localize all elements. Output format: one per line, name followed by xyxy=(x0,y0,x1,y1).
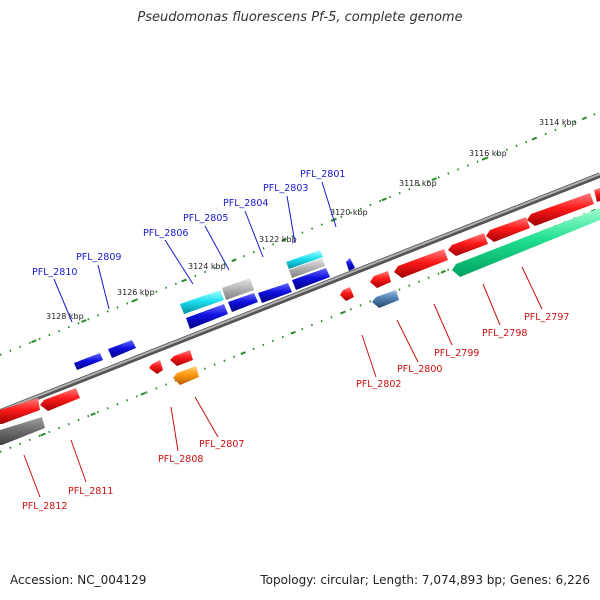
forward-features xyxy=(74,250,355,370)
gene-arrow-2801 xyxy=(346,258,355,271)
gene-arrow-2803 xyxy=(292,268,330,290)
map-title: Pseudomonas fluorescens Pf-5, complete g… xyxy=(137,10,463,25)
gene-arrow-2808 xyxy=(149,360,163,374)
accession-label: Accession: NC_004129 xyxy=(10,573,147,587)
scale-label-3122: 3122 kbp xyxy=(259,235,297,244)
reverse-labels: PFL_2797 PFL_2798 PFL_2799 PFL_2800 PFL_… xyxy=(22,266,569,512)
leader-2804 xyxy=(244,210,264,258)
gene-arrow-2798b xyxy=(486,217,530,242)
gene-label-2810: PFL_2810 xyxy=(32,267,77,278)
leader-2801 xyxy=(321,181,337,228)
topology-label: Topology: circular; Length: 7,074,893 bp… xyxy=(260,573,590,587)
leader-2800 xyxy=(396,319,419,363)
gene-label-2799: PFL_2799 xyxy=(434,348,479,359)
gene-label-2806: PFL_2806 xyxy=(143,228,188,239)
gene-label-2807: PFL_2807 xyxy=(199,439,244,450)
gene-label-2798: PFL_2798 xyxy=(482,328,527,339)
gene-arrow-2798g xyxy=(452,208,600,277)
leader-2803 xyxy=(286,195,296,244)
gene-arrow-2805 xyxy=(228,293,258,312)
gene-arrow-2805b xyxy=(222,278,254,300)
leader-2798 xyxy=(482,283,501,326)
leader-2810 xyxy=(53,278,73,323)
scale-label-3120: 3120 kbp xyxy=(330,208,368,217)
gene-arrow-2797a xyxy=(527,193,594,226)
gene-arrow-2804 xyxy=(258,283,292,303)
leader-2799 xyxy=(433,303,453,346)
leader-2808 xyxy=(170,406,179,452)
scale-label-3126: 3126 kbp xyxy=(117,288,155,297)
leader-2802 xyxy=(361,334,377,378)
forward-labels: PFL_2801 PFL_2803 PFL_2804 PFL_2805 PFL_… xyxy=(32,169,345,323)
leader-2812 xyxy=(23,454,41,498)
leader-2806 xyxy=(164,239,194,285)
gene-arrow-2812b xyxy=(0,417,45,445)
leader-2811 xyxy=(70,439,87,483)
gene-label-2812: PFL_2812 xyxy=(22,501,67,512)
gene-label-2801: PFL_2801 xyxy=(300,169,345,180)
leader-2805 xyxy=(204,225,230,271)
gene-arrow-2807 xyxy=(173,366,199,385)
gene-arrow-2799 xyxy=(394,249,448,278)
reverse-features xyxy=(0,188,600,445)
gene-arrow-2810 xyxy=(74,353,103,370)
gene-arrow-2803g xyxy=(289,258,325,278)
gene-arrow-2812a xyxy=(0,398,40,424)
leader-2797 xyxy=(521,266,543,310)
gene-arrow-2802 xyxy=(340,287,354,301)
gene-arrow-2809 xyxy=(108,340,136,358)
gene-arrow-2806a xyxy=(180,290,224,314)
gene-label-2804: PFL_2804 xyxy=(223,198,268,209)
scale-label-3128: 3128 kbp xyxy=(46,312,84,321)
gene-label-2809: PFL_2809 xyxy=(76,252,121,263)
scale-label-3116: 3116 kbp xyxy=(469,149,507,158)
gene-arrow-2811 xyxy=(40,388,80,411)
gene-label-2805: PFL_2805 xyxy=(183,213,228,224)
gene-label-2797: PFL_2797 xyxy=(524,312,569,323)
scale-label-3118: 3118 kbp xyxy=(399,179,437,188)
gene-label-2811: PFL_2811 xyxy=(68,486,113,497)
gene-arrow-2806b xyxy=(186,304,228,329)
scale-label-3124: 3124 kbp xyxy=(188,262,226,271)
gene-label-2800: PFL_2800 xyxy=(397,364,442,375)
gene-arrow-2803c xyxy=(286,250,323,269)
scale-labels: 3114 kbp 3116 kbp 3118 kbp 3120 kbp 3122… xyxy=(46,118,577,321)
gene-arrow-2798a xyxy=(448,233,488,256)
scale-label-3114: 3114 kbp xyxy=(539,118,577,127)
gene-arrow-2800 xyxy=(372,290,399,308)
leader-2809 xyxy=(97,264,110,310)
gene-label-2808: PFL_2808 xyxy=(158,454,203,465)
gene-label-2802: PFL_2802 xyxy=(356,379,401,390)
gene-arrow-2807b xyxy=(170,350,193,366)
leader-2807 xyxy=(194,396,219,438)
genome-backbone-highlight xyxy=(0,173,600,412)
gene-label-2803: PFL_2803 xyxy=(263,183,308,194)
gene-arrow-2797b xyxy=(594,188,600,202)
gene-arrow-2800a xyxy=(370,271,391,288)
